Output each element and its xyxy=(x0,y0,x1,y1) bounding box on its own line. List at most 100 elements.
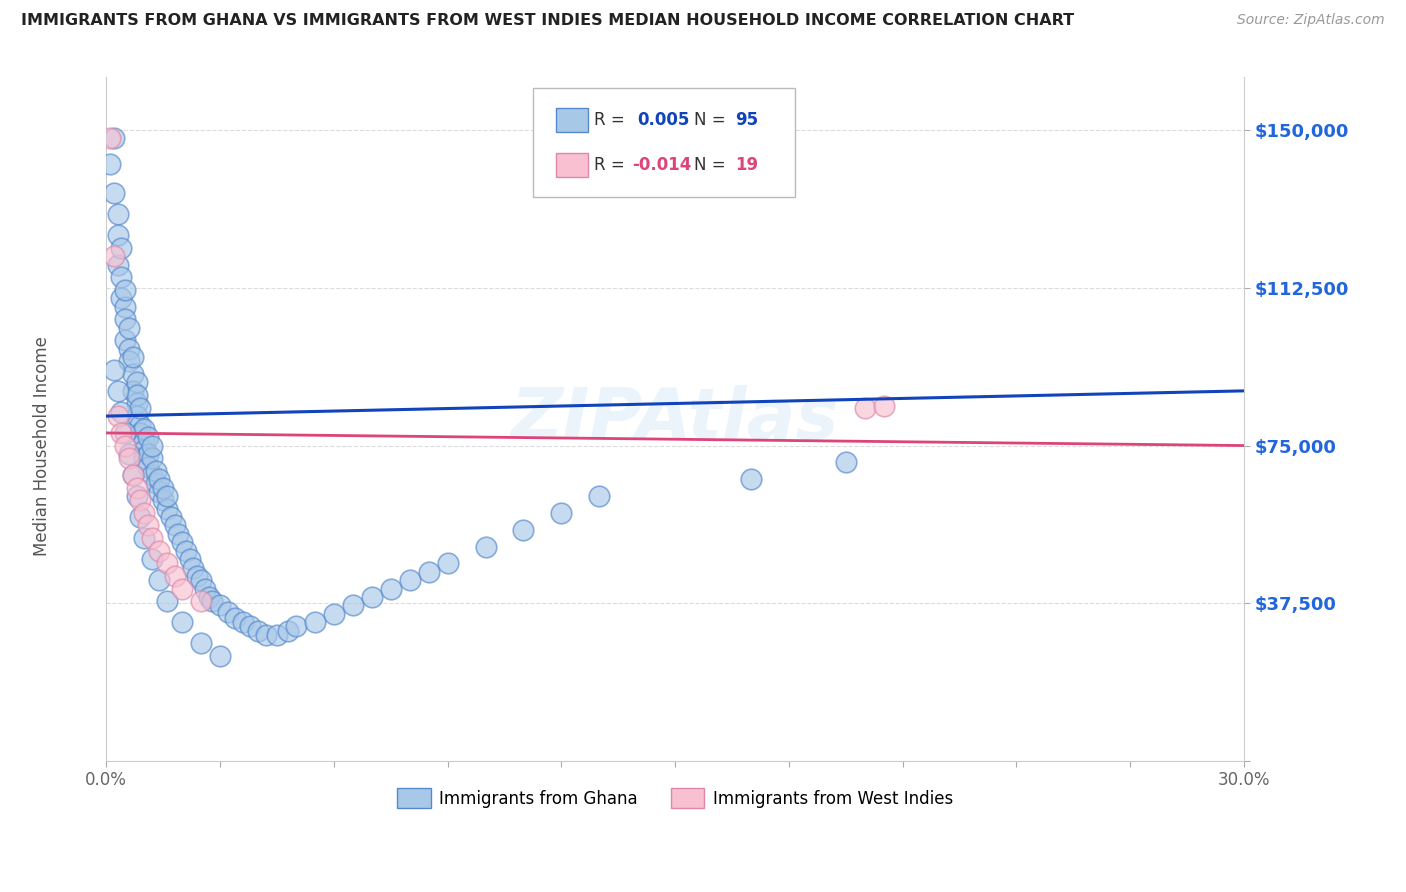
Text: N =: N = xyxy=(695,112,731,129)
Text: 19: 19 xyxy=(735,155,759,174)
Point xyxy=(110,291,132,305)
Point xyxy=(141,531,163,545)
Point xyxy=(152,481,174,495)
Point xyxy=(322,607,344,621)
Point xyxy=(588,489,610,503)
Point xyxy=(114,438,136,452)
Point xyxy=(512,523,534,537)
Point xyxy=(159,510,181,524)
Point xyxy=(110,270,132,285)
Point xyxy=(118,342,141,356)
Point xyxy=(118,354,141,368)
Point xyxy=(190,636,212,650)
Point xyxy=(129,417,152,432)
Point xyxy=(98,131,121,145)
Text: -0.014: -0.014 xyxy=(631,155,692,174)
Point xyxy=(197,590,219,604)
Point xyxy=(873,399,896,413)
Point xyxy=(103,186,125,201)
Point xyxy=(125,489,148,503)
Point xyxy=(254,628,277,642)
Point xyxy=(835,455,858,469)
Point xyxy=(163,518,186,533)
Point xyxy=(436,557,458,571)
Point xyxy=(398,573,420,587)
Bar xyxy=(555,108,588,132)
Point xyxy=(201,594,224,608)
Point xyxy=(114,312,136,326)
Point xyxy=(129,425,152,440)
Text: Median Household Income: Median Household Income xyxy=(34,336,51,556)
Point xyxy=(266,628,288,642)
Point xyxy=(141,438,163,452)
Point xyxy=(110,425,132,440)
Point xyxy=(174,543,197,558)
Point xyxy=(121,367,143,381)
Point xyxy=(172,582,194,596)
Point xyxy=(284,619,307,633)
Point xyxy=(360,590,382,604)
Point xyxy=(853,401,876,415)
Point xyxy=(125,388,148,402)
Point xyxy=(232,615,254,630)
Point xyxy=(277,624,299,638)
Point xyxy=(114,300,136,314)
Point xyxy=(134,531,156,545)
Point xyxy=(183,560,205,574)
Point xyxy=(136,430,159,444)
Point xyxy=(134,442,156,457)
Point xyxy=(125,481,148,495)
Point xyxy=(114,283,136,297)
Point xyxy=(118,447,141,461)
Point xyxy=(163,569,186,583)
Point xyxy=(125,409,148,423)
Point xyxy=(474,540,496,554)
Point xyxy=(418,565,440,579)
Point xyxy=(304,615,326,630)
Text: R =: R = xyxy=(595,155,630,174)
Point xyxy=(239,619,262,633)
Point xyxy=(107,207,129,221)
Point xyxy=(172,535,194,549)
Point xyxy=(186,569,208,583)
Point xyxy=(98,157,121,171)
Point xyxy=(194,582,217,596)
Point xyxy=(179,552,201,566)
Point xyxy=(141,468,163,483)
Point xyxy=(136,447,159,461)
Point xyxy=(145,464,167,478)
Point xyxy=(145,476,167,491)
Point xyxy=(380,582,402,596)
Point xyxy=(167,527,190,541)
Point xyxy=(136,459,159,474)
Text: N =: N = xyxy=(695,155,731,174)
Point xyxy=(156,594,179,608)
Point xyxy=(148,573,170,587)
Point xyxy=(190,573,212,587)
Point xyxy=(141,451,163,466)
Point xyxy=(114,425,136,440)
Point xyxy=(121,468,143,483)
Point xyxy=(224,611,246,625)
Point xyxy=(148,543,170,558)
Point xyxy=(103,249,125,263)
Point xyxy=(740,472,762,486)
Point xyxy=(208,648,231,663)
Point xyxy=(114,334,136,348)
Legend: Immigrants from Ghana, Immigrants from West Indies: Immigrants from Ghana, Immigrants from W… xyxy=(391,781,959,814)
Point xyxy=(107,258,129,272)
Text: Source: ZipAtlas.com: Source: ZipAtlas.com xyxy=(1237,13,1385,28)
Point xyxy=(208,599,231,613)
Point xyxy=(156,557,179,571)
Point xyxy=(342,599,364,613)
Point xyxy=(110,241,132,255)
Point xyxy=(118,320,141,334)
Point xyxy=(125,376,148,390)
Text: IMMIGRANTS FROM GHANA VS IMMIGRANTS FROM WEST INDIES MEDIAN HOUSEHOLD INCOME COR: IMMIGRANTS FROM GHANA VS IMMIGRANTS FROM… xyxy=(21,13,1074,29)
Text: 0.005: 0.005 xyxy=(637,112,690,129)
Point xyxy=(190,594,212,608)
Point xyxy=(129,401,152,415)
Point xyxy=(134,451,156,466)
Point xyxy=(103,131,125,145)
Text: ZIPAtlas: ZIPAtlas xyxy=(510,384,839,454)
